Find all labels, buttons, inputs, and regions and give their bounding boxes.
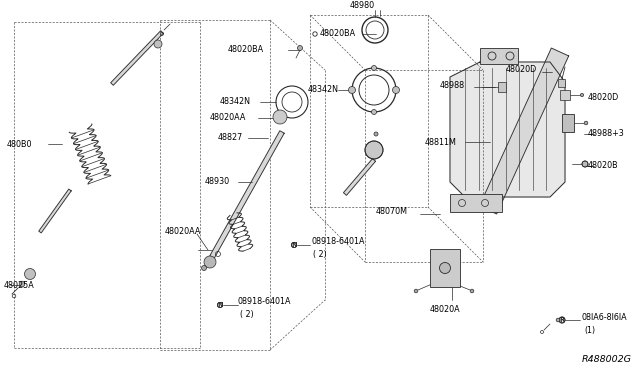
- Circle shape: [218, 302, 223, 308]
- Text: 48020D: 48020D: [506, 65, 537, 74]
- Text: N: N: [217, 302, 223, 308]
- Bar: [562, 114, 574, 132]
- Polygon shape: [111, 31, 163, 85]
- Text: 48827: 48827: [218, 134, 243, 142]
- Text: ( 2): ( 2): [240, 311, 253, 320]
- Text: 48980: 48980: [350, 1, 375, 10]
- Text: 48025A: 48025A: [4, 280, 35, 289]
- Polygon shape: [344, 159, 376, 195]
- Circle shape: [298, 45, 303, 51]
- Circle shape: [291, 243, 296, 248]
- Polygon shape: [479, 48, 569, 214]
- Circle shape: [414, 289, 418, 293]
- Circle shape: [371, 65, 376, 71]
- Text: 48020BA: 48020BA: [320, 29, 356, 38]
- Circle shape: [349, 87, 355, 93]
- Circle shape: [392, 87, 399, 93]
- Polygon shape: [210, 131, 284, 258]
- Circle shape: [556, 318, 560, 322]
- Text: 48342N: 48342N: [220, 97, 251, 106]
- Text: 48342N: 48342N: [308, 86, 339, 94]
- Text: 48020AA: 48020AA: [165, 228, 202, 237]
- Bar: [430, 249, 460, 287]
- Bar: [560, 90, 570, 100]
- Bar: [498, 82, 506, 92]
- Text: 08IA6-8I6IA: 08IA6-8I6IA: [582, 312, 628, 321]
- Circle shape: [273, 110, 287, 124]
- Text: 48811M: 48811M: [425, 138, 457, 147]
- Text: 48020A: 48020A: [430, 305, 461, 314]
- Text: N: N: [291, 242, 297, 248]
- Bar: [480, 48, 518, 64]
- Circle shape: [559, 317, 565, 323]
- Circle shape: [580, 93, 584, 97]
- Text: 48020AA: 48020AA: [210, 113, 246, 122]
- Text: (1): (1): [584, 326, 595, 334]
- Text: 48020B: 48020B: [588, 161, 619, 170]
- Circle shape: [154, 40, 162, 48]
- Text: 48020BA: 48020BA: [228, 45, 264, 55]
- Circle shape: [365, 141, 383, 159]
- Polygon shape: [39, 189, 71, 233]
- Text: ( 2): ( 2): [313, 250, 327, 260]
- Text: 48020D: 48020D: [588, 93, 620, 102]
- Circle shape: [374, 132, 378, 136]
- Text: 480B0: 480B0: [7, 140, 33, 148]
- Text: 48988+3: 48988+3: [588, 129, 625, 138]
- Text: 08918-6401A: 08918-6401A: [311, 237, 365, 247]
- Circle shape: [19, 281, 25, 287]
- Text: R488002G: R488002G: [582, 355, 632, 364]
- Circle shape: [204, 256, 216, 268]
- Text: 48988: 48988: [440, 80, 465, 90]
- Text: 08918-6401A: 08918-6401A: [238, 298, 291, 307]
- Polygon shape: [450, 62, 565, 197]
- Text: R: R: [559, 317, 564, 323]
- Circle shape: [582, 161, 588, 167]
- Circle shape: [470, 289, 474, 293]
- Text: 48070M: 48070M: [376, 208, 408, 217]
- Circle shape: [440, 263, 451, 273]
- Circle shape: [202, 266, 207, 270]
- Bar: [450, 194, 502, 212]
- Circle shape: [371, 109, 376, 115]
- Circle shape: [24, 269, 35, 279]
- Bar: [558, 80, 564, 87]
- Circle shape: [584, 121, 588, 125]
- Text: 48930: 48930: [205, 177, 230, 186]
